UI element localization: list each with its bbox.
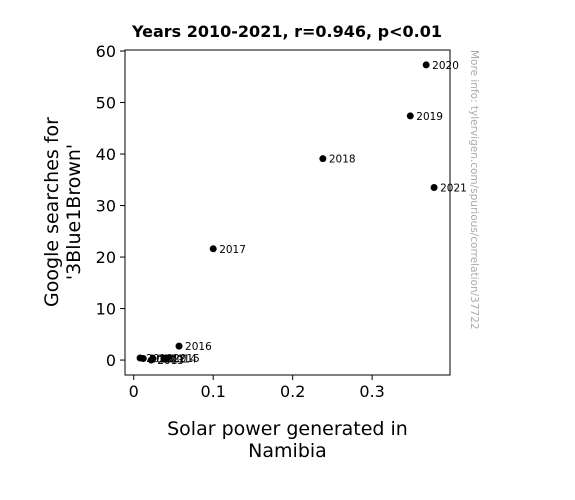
data-point-2017 — [209, 245, 217, 253]
y-tick-label: 30 — [96, 197, 116, 216]
watermark-text: More info: tylervigen.com/spurious/corre… — [468, 50, 480, 330]
y-axis-label-line-2: '3Blue1Brown' — [63, 144, 85, 280]
x-tick-label: 0 — [129, 382, 139, 401]
y-tick-label: 50 — [96, 94, 116, 113]
data-point-label-2021: 2021 — [440, 183, 467, 195]
y-tick-label: 60 — [96, 42, 116, 61]
data-point-2021 — [430, 184, 438, 192]
y-tick-label: 0 — [106, 351, 116, 370]
data-point-2018 — [319, 155, 327, 163]
data-point-label-2015: 2015 — [173, 353, 200, 365]
data-point-label-2016: 2016 — [185, 341, 212, 353]
x-tick-label: 0.2 — [280, 382, 305, 401]
x-tick-label: 0.1 — [200, 382, 225, 401]
x-tick-label: 0.3 — [359, 382, 384, 401]
y-tick-label: 10 — [96, 300, 116, 319]
x-axis-label-line-2: Namibia — [248, 440, 327, 462]
x-axis-label: Solar power generated in Namibia — [167, 418, 408, 462]
y-axis-label: Google searches for '3Blue1Brown' — [41, 117, 85, 307]
data-point-2011 — [139, 355, 147, 363]
data-point-2020 — [422, 61, 430, 69]
y-tick-label: 40 — [96, 145, 116, 164]
y-axis-label-line-1: Google searches for — [41, 117, 63, 307]
data-point-label-2019: 2019 — [416, 111, 443, 123]
data-point-label-2017: 2017 — [219, 244, 246, 256]
data-point-2013 — [147, 356, 155, 364]
x-axis-label-line-1: Solar power generated in — [167, 418, 408, 440]
plot-frame — [124, 49, 451, 376]
data-point-label-2020: 2020 — [432, 60, 459, 72]
data-point-2015 — [163, 354, 171, 362]
y-tick-label: 20 — [96, 248, 116, 267]
data-point-2019 — [406, 112, 414, 120]
plot-area: 00.10.20.3010203040506020102011201220132… — [96, 42, 467, 401]
chart-title: Years 2010-2021, r=0.946, p<0.01 — [131, 22, 442, 41]
data-point-label-2018: 2018 — [329, 154, 356, 166]
data-point-label-2014: 2014 — [170, 354, 197, 366]
data-point-2016 — [175, 342, 183, 350]
